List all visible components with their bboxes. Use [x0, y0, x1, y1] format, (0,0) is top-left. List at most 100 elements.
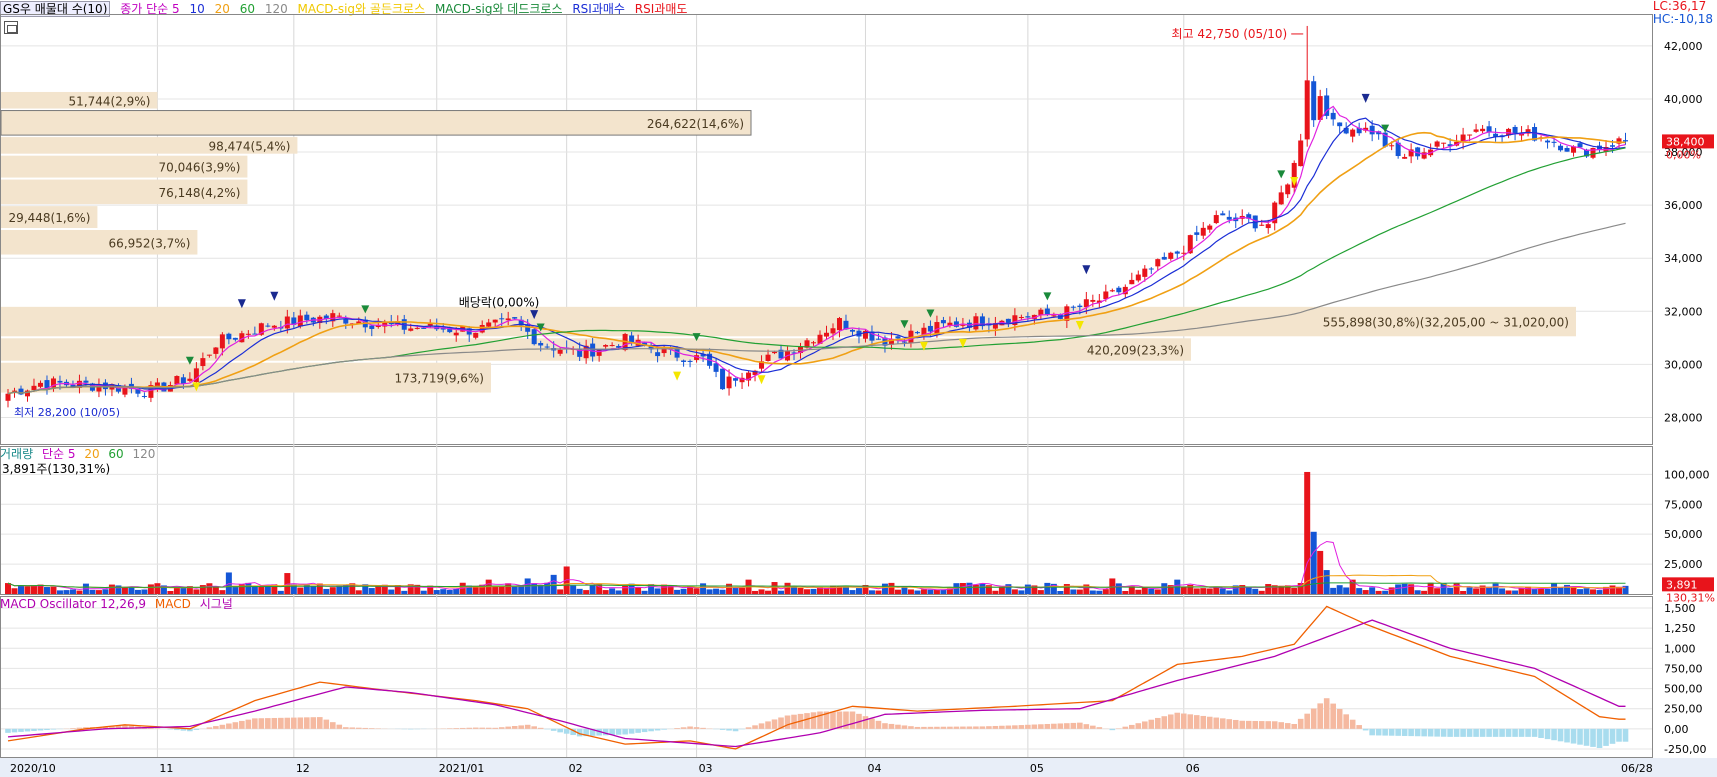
- candle-body: [960, 324, 966, 326]
- legend-ma120[interactable]: 120: [264, 2, 288, 16]
- volume-bar: [719, 589, 726, 594]
- legend-ma10[interactable]: 10: [189, 2, 205, 16]
- oscillator-bar: [1362, 728, 1369, 731]
- volume-bar: [1388, 587, 1395, 594]
- volume-bar: [914, 590, 921, 594]
- macd-line: [7, 605, 1626, 750]
- oscillator-bar: [1018, 725, 1025, 729]
- legend-golden[interactable]: MACD-sig와 골든크로스: [297, 2, 426, 16]
- candle-body: [1571, 146, 1577, 153]
- candle-body: [1337, 122, 1343, 127]
- macd-legend-osc[interactable]: MACD Oscillator 12,26,9: [0, 597, 147, 611]
- candle-body: [1018, 317, 1024, 319]
- volume-bar: [1518, 587, 1525, 594]
- legend-dead[interactable]: MACD-sig와 데드크로스: [434, 2, 563, 16]
- candle-body: [1402, 156, 1408, 159]
- volume-bar: [1375, 590, 1382, 594]
- candle-body: [1272, 202, 1278, 224]
- oscillator-bar: [368, 728, 375, 729]
- volume-bar: [440, 589, 447, 594]
- vol-legend-ma[interactable]: 단순 5: [41, 447, 76, 461]
- candle-body: [265, 325, 271, 327]
- volume-bar: [388, 589, 395, 594]
- legend-rsi-sell[interactable]: RSI과매도: [634, 2, 688, 16]
- volume-bar: [881, 583, 888, 594]
- volume-bar: [1245, 587, 1252, 594]
- candle-body: [869, 331, 875, 341]
- legend-ma20[interactable]: 20: [214, 2, 230, 16]
- candle-body: [1584, 149, 1590, 157]
- volume-bar: [1323, 570, 1330, 594]
- oscillator-bar: [453, 728, 460, 729]
- legend-ma60[interactable]: 60: [239, 2, 255, 16]
- volume-bar: [264, 584, 271, 594]
- volume-bar: [1089, 590, 1096, 594]
- candle-body: [440, 327, 446, 330]
- oscillator-bar: [745, 727, 752, 729]
- oscillator-bar: [1051, 723, 1057, 729]
- candle-body: [1317, 96, 1323, 120]
- candle-body: [369, 325, 375, 329]
- oscillator-bar: [1090, 725, 1096, 729]
- oscillator-bar: [615, 728, 622, 735]
- volume-bar: [1122, 591, 1129, 594]
- volume-bar: [37, 584, 44, 594]
- volume-bar: [985, 585, 992, 594]
- legend-rsi-buy[interactable]: RSI과매수: [572, 2, 625, 16]
- volume-bar: [829, 585, 836, 594]
- candle-body: [518, 319, 524, 326]
- oscillator-bar: [330, 722, 336, 729]
- candle-body: [1135, 274, 1141, 281]
- dead-cross-arrow: [926, 309, 935, 318]
- macd-legend-signal[interactable]: 시그널: [199, 597, 233, 611]
- oscillator-bar: [213, 726, 219, 729]
- oscillator-bar: [1603, 728, 1609, 746]
- vol-legend-60[interactable]: 60: [108, 447, 124, 461]
- volume-bar: [842, 585, 849, 594]
- legend-title[interactable]: GS우 매물대 수(10): [0, 1, 111, 17]
- volume-profile-bar: [1, 91, 158, 109]
- hc-value: HC:-10,18: [1652, 12, 1713, 26]
- volume-bar: [5, 583, 11, 594]
- volume-bar: [823, 588, 830, 594]
- legend-ma[interactable]: 종가 단순 5: [120, 2, 180, 16]
- oscillator-bar: [1167, 714, 1174, 729]
- volume-bar: [277, 590, 284, 594]
- oscillator-bar: [252, 718, 258, 729]
- price-tick-label: 38,000: [1664, 146, 1703, 159]
- volume-bar: [1466, 587, 1473, 594]
- oscillator-bar: [1531, 728, 1538, 737]
- oscillator-bar: [485, 727, 492, 729]
- oscillator-bar: [544, 728, 550, 730]
- candle-body: [830, 328, 836, 334]
- volume-bar: [849, 590, 856, 594]
- oscillator-bar: [44, 728, 50, 731]
- oscillator-bar: [1148, 719, 1155, 729]
- macd-legend-macd[interactable]: MACD: [154, 597, 191, 611]
- candle-body: [557, 349, 563, 354]
- candle-body: [1395, 142, 1401, 157]
- vol-legend-label[interactable]: 거래량: [0, 447, 34, 461]
- oscillator-bar: [765, 721, 771, 729]
- volume-bar: [628, 583, 635, 594]
- oscillator-bar: [953, 726, 960, 729]
- oscillator-bar: [804, 713, 810, 729]
- grid-icon[interactable]: [4, 21, 18, 34]
- oscillator-bar: [1395, 728, 1401, 736]
- vol-legend-20[interactable]: 20: [84, 447, 100, 461]
- oscillator-bar: [1206, 716, 1213, 729]
- candle-body: [414, 327, 420, 329]
- volume-bar: [401, 590, 408, 594]
- vol-legend-120[interactable]: 120: [132, 447, 156, 461]
- volume-bar: [576, 588, 583, 594]
- oscillator-bar: [680, 727, 687, 729]
- last-price-label: 38,400: [1666, 135, 1705, 148]
- volume-bar: [24, 586, 31, 594]
- oscillator-bar: [1239, 720, 1246, 729]
- oscillator-bar: [336, 724, 343, 729]
- oscillator-bar: [1336, 708, 1343, 729]
- candle-body: [336, 315, 342, 317]
- candle-body: [1330, 112, 1336, 120]
- volume-tick-label: 50,000: [1664, 528, 1703, 541]
